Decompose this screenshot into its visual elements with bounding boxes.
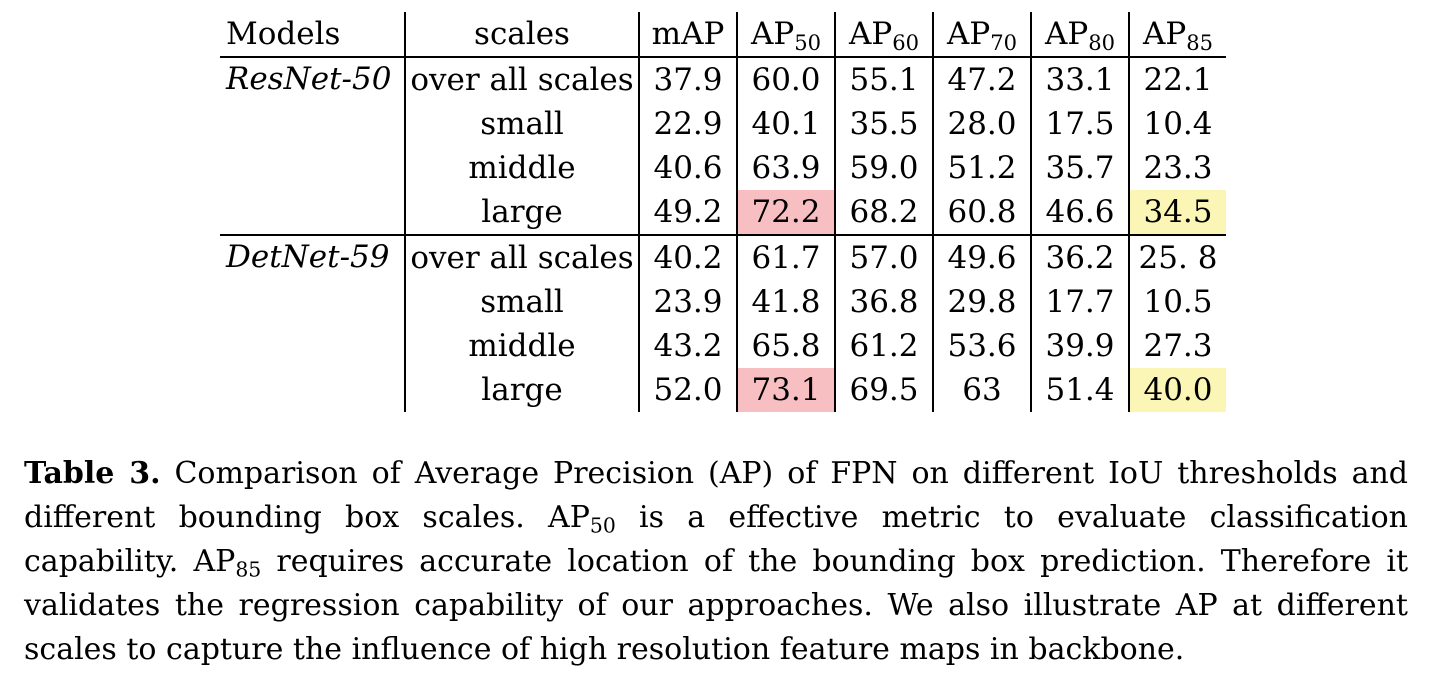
table-row: ResNet-50 over all scales 37.9 60.0 55.1 47.2… bbox=[220, 56, 1226, 235]
table-row: large 52.0 73.1 69.5 63 51.4 40.0 bbox=[220, 368, 1226, 412]
value-cell: 40.2 bbox=[639, 234, 738, 280]
value-cell: 49.2 bbox=[639, 190, 738, 235]
value-cell: 47.2 bbox=[933, 56, 1032, 102]
header-ap70: AP70 bbox=[933, 12, 1032, 57]
table-row: middle 40.6 63.9 59.0 51.2 35.7 23.3 bbox=[220, 146, 1226, 190]
value-cell: 68.2 bbox=[835, 190, 934, 235]
value-cell: 65.8 bbox=[737, 324, 836, 368]
value-cell: 72.2 bbox=[737, 190, 836, 235]
value-cell: 69.5 bbox=[835, 368, 934, 412]
value-cell: 23.9 bbox=[639, 280, 738, 324]
header-ap85: AP85 bbox=[1142, 15, 1214, 55]
value-cell: 60.8 bbox=[933, 190, 1032, 235]
value-cell: 28.0 bbox=[933, 102, 1032, 146]
value-cell: 17.7 bbox=[1031, 280, 1130, 324]
value-cell: 43.2 bbox=[639, 324, 738, 368]
scale-cell: middle bbox=[405, 146, 640, 190]
header-models: Models bbox=[220, 12, 406, 57]
value-cell: 46.6 bbox=[1031, 190, 1130, 235]
value-cell: 40.0 bbox=[1129, 368, 1226, 412]
scale-cell: small bbox=[405, 280, 640, 324]
scale-cell: over all scales bbox=[405, 56, 640, 102]
header-ap80: AP80 bbox=[1031, 12, 1130, 57]
header-ap50: AP50 bbox=[737, 12, 836, 57]
value-cell: 27.3 bbox=[1143, 327, 1213, 364]
value-cell: 22.1 bbox=[1129, 56, 1226, 102]
scale-cell: middle bbox=[405, 324, 640, 368]
value-cell: 40.1 bbox=[737, 102, 836, 146]
caption-text-1: Comparison of Average Precision (AP) of … bbox=[24, 456, 1408, 535]
value-cell: 51.4 bbox=[1031, 368, 1130, 412]
value-cell: 73.1 bbox=[737, 368, 836, 412]
value-cell: 52.0 bbox=[639, 368, 738, 412]
value-cell: 63.9 bbox=[737, 146, 836, 190]
table-row: large 49.2 72.2 68.2 60.8 46.6 34.5 bbox=[220, 190, 1226, 235]
value-cell: 33.1 bbox=[1031, 56, 1130, 102]
scale-cell: small bbox=[405, 102, 640, 146]
value-cell: 35.7 bbox=[1031, 146, 1130, 190]
value-cell: 63 bbox=[933, 368, 1032, 412]
table-row: small 22.9 40.1 35.5 28.0 17.5 10.4 bbox=[220, 102, 1226, 146]
value-cell: 49.6 bbox=[933, 234, 1032, 280]
value-cell: 34.5 bbox=[1129, 190, 1226, 235]
table-row: DetNet-59 over all scales 40.2 61.7 57.0 49.6… bbox=[220, 234, 1226, 412]
caption-subscript-1: 50 bbox=[589, 513, 616, 538]
value-cell: 61.7 bbox=[737, 234, 836, 280]
value-cell: 17.5 bbox=[1031, 102, 1130, 146]
value-cell: 37.9 bbox=[639, 56, 738, 102]
value-cell: 60.0 bbox=[737, 56, 836, 102]
value-cell: 25. 8 bbox=[1129, 234, 1226, 280]
value-cell: 35.5 bbox=[835, 102, 934, 146]
table-body: ResNet-50 over all scales 37.9 60.0 55.1 47.2… bbox=[220, 56, 1226, 412]
value-cell: 41.8 bbox=[737, 280, 836, 324]
table-header-row: Models scales mAP AP50 AP60 AP70 AP80 AP… bbox=[220, 12, 1226, 57]
value-cell: 36.2 bbox=[1031, 234, 1130, 280]
value-cell: 22.9 bbox=[639, 102, 738, 146]
caption-label: Table 3. bbox=[24, 456, 161, 491]
results-table: Models scales mAP AP50 AP60 AP70 AP80 AP… bbox=[220, 12, 1226, 412]
table-caption: Table 3. Comparison of Average Precision… bbox=[24, 452, 1408, 672]
header-map: mAP bbox=[639, 12, 738, 57]
header-scales: scales bbox=[405, 12, 640, 57]
value-cell: 23.3 bbox=[1143, 149, 1213, 186]
table-row: middle 43.2 65.8 61.2 53.6 39.9 27.3 bbox=[220, 324, 1226, 368]
caption-text-3: requires accurate location of the boundi… bbox=[24, 544, 1408, 667]
value-cell: 61.2 bbox=[835, 324, 934, 368]
value-cell: 10.5 bbox=[1143, 283, 1213, 320]
model-name-cell: ResNet-50 bbox=[220, 56, 406, 235]
table-row: small 23.9 41.8 36.8 29.8 17.7 10.5 bbox=[220, 280, 1226, 324]
header-ap60: AP60 bbox=[835, 12, 934, 57]
scale-cell: large bbox=[405, 190, 640, 235]
value-cell: 53.6 bbox=[933, 324, 1032, 368]
value-cell: 40.6 bbox=[639, 146, 738, 190]
caption-text-2: is a effective metric to evaluate classi… bbox=[24, 500, 1408, 579]
caption-subscript-2: 85 bbox=[235, 557, 262, 582]
value-cell: 51.2 bbox=[933, 146, 1032, 190]
scale-cell: over all scales bbox=[405, 234, 640, 280]
value-cell: 36.8 bbox=[835, 280, 934, 324]
value-cell: 57.0 bbox=[835, 234, 934, 280]
model-name-cell: DetNet-59 bbox=[220, 234, 406, 412]
value-cell: 39.9 bbox=[1031, 324, 1130, 368]
value-cell: 29.8 bbox=[933, 280, 1032, 324]
value-cell: 59.0 bbox=[835, 146, 934, 190]
value-cell: 55.1 bbox=[835, 56, 934, 102]
scale-cell: large bbox=[405, 368, 640, 412]
value-cell: 10.4 bbox=[1143, 105, 1213, 142]
